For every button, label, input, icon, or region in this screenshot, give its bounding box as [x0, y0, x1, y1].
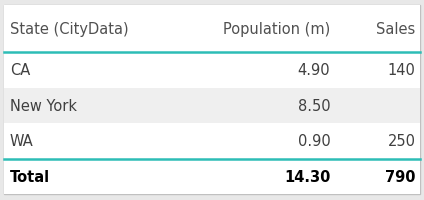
Text: Population (m): Population (m) — [223, 22, 330, 37]
Text: 8.50: 8.50 — [298, 98, 330, 113]
Text: Total: Total — [10, 169, 50, 184]
Text: CA: CA — [10, 63, 30, 78]
Text: New York: New York — [10, 98, 77, 113]
Text: WA: WA — [10, 134, 33, 149]
Text: 14.30: 14.30 — [284, 169, 330, 184]
Text: Sales: Sales — [376, 22, 416, 37]
Bar — [4, 6, 420, 53]
Text: 790: 790 — [385, 169, 416, 184]
Text: 140: 140 — [388, 63, 416, 78]
Bar — [4, 53, 420, 88]
Text: State (CityData): State (CityData) — [10, 22, 128, 37]
Bar — [4, 124, 420, 159]
Text: 0.90: 0.90 — [298, 134, 330, 149]
Bar — [4, 88, 420, 124]
Text: 4.90: 4.90 — [298, 63, 330, 78]
Bar — [4, 159, 420, 194]
Text: 250: 250 — [388, 134, 416, 149]
